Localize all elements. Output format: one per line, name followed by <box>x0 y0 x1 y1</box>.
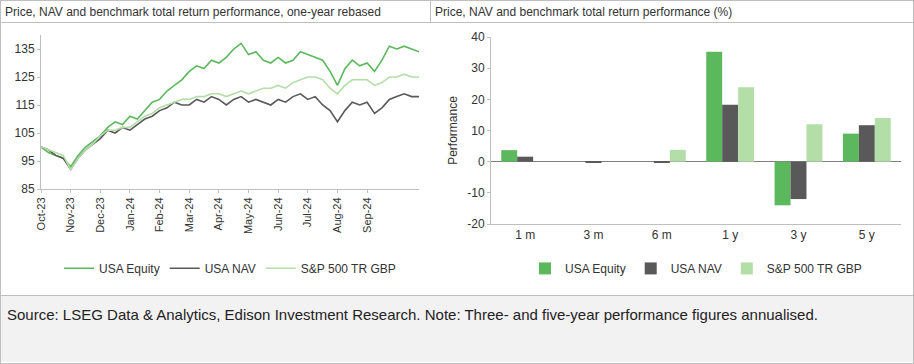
svg-text:Jan-24: Jan-24 <box>124 197 136 231</box>
svg-text:Jun-24: Jun-24 <box>272 197 284 231</box>
svg-text:Feb-24: Feb-24 <box>153 197 165 232</box>
svg-text:Mar-24: Mar-24 <box>183 197 195 232</box>
svg-text:S&P 500 TR GBP: S&P 500 TR GBP <box>301 262 396 276</box>
svg-text:S&P 500 TR GBP: S&P 500 TR GBP <box>767 262 862 276</box>
svg-text:1 y: 1 y <box>722 228 738 242</box>
svg-text:1 m: 1 m <box>515 228 535 242</box>
svg-text:10: 10 <box>471 124 485 138</box>
svg-text:105: 105 <box>15 126 35 140</box>
svg-text:3 y: 3 y <box>790 228 806 242</box>
svg-text:20: 20 <box>471 93 485 107</box>
svg-text:Nov-23: Nov-23 <box>64 197 76 232</box>
svg-text:6 m: 6 m <box>652 228 672 242</box>
svg-text:USA NAV: USA NAV <box>671 262 722 276</box>
svg-text:115: 115 <box>15 98 34 112</box>
svg-text:3 m: 3 m <box>583 228 603 242</box>
html-text:Price, NAV and benchmark total: Price, NAV and benchmark total return pe… <box>435 5 733 19</box>
svg-text:Sep-24: Sep-24 <box>361 197 373 232</box>
svg-text:USA Equity: USA Equity <box>99 262 160 276</box>
svg-text:Apr-24: Apr-24 <box>212 197 224 230</box>
html-text:Source: LSEG Data & Analytics,: Source: LSEG Data & Analytics, Edison In… <box>7 306 818 323</box>
svg-text:30: 30 <box>471 61 485 75</box>
svg-text:-10: -10 <box>467 186 485 200</box>
svg-text:Aug-24: Aug-24 <box>331 197 343 232</box>
svg-text:85: 85 <box>21 182 35 196</box>
svg-text:125: 125 <box>15 70 35 84</box>
svg-text:Dec-23: Dec-23 <box>94 197 106 232</box>
html-text:Price, NAV and benchmark total: Price, NAV and benchmark total return pe… <box>5 5 381 19</box>
svg-text:USA NAV: USA NAV <box>205 262 256 276</box>
svg-text:0: 0 <box>478 155 485 169</box>
svg-text:95: 95 <box>21 154 35 168</box>
svg-text:135: 135 <box>15 42 35 56</box>
svg-text:-20: -20 <box>467 217 485 231</box>
svg-text:May-24: May-24 <box>242 197 254 234</box>
svg-text:USA Equity: USA Equity <box>565 262 626 276</box>
svg-text:Oct-23: Oct-23 <box>35 197 47 230</box>
svg-text:5 y: 5 y <box>859 228 875 242</box>
svg-text:Jul-24: Jul-24 <box>301 197 313 227</box>
svg-text:Performance: Performance <box>446 96 460 165</box>
svg-text:40: 40 <box>471 30 485 44</box>
